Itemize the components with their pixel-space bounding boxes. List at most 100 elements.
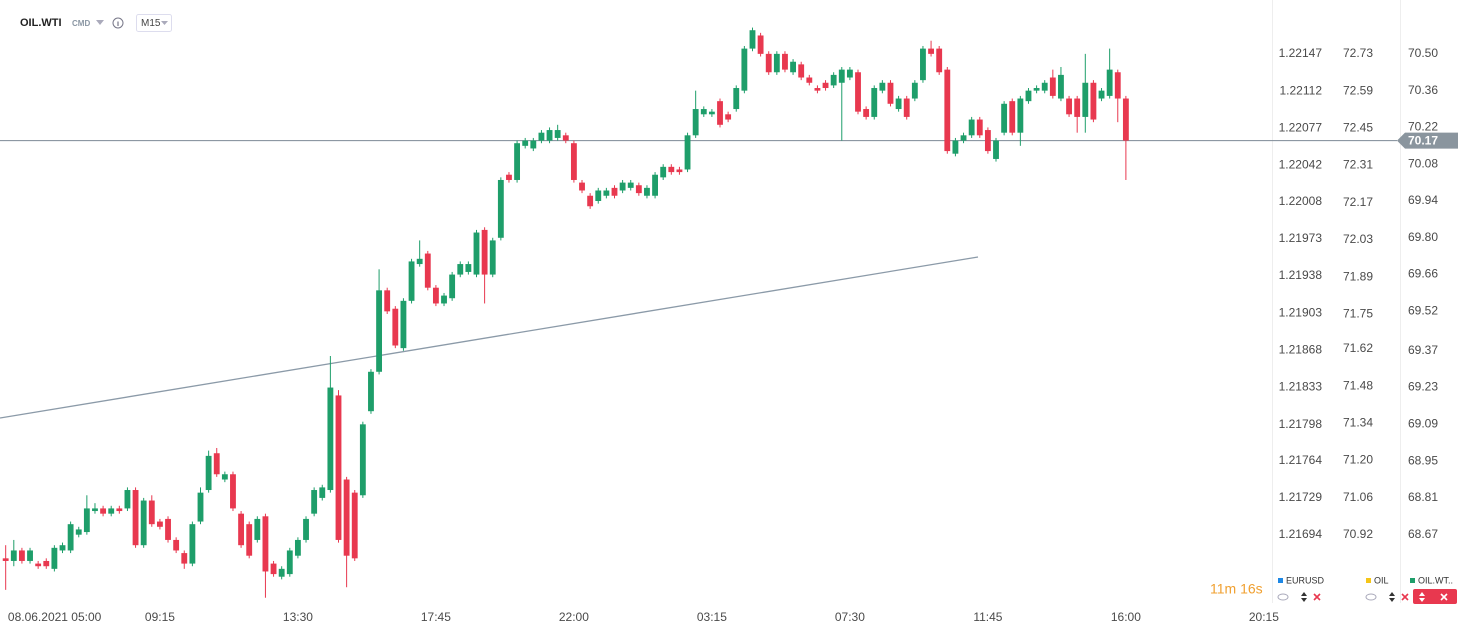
candle-body xyxy=(10,550,17,561)
candle-body xyxy=(100,508,107,514)
candle-body xyxy=(903,98,910,117)
candle-body xyxy=(27,550,33,561)
interval-box[interactable] xyxy=(136,14,172,32)
candle-body xyxy=(140,500,147,546)
candle-body xyxy=(579,182,585,191)
candle-body xyxy=(213,453,220,475)
candle-body xyxy=(1090,82,1097,120)
candle-body xyxy=(765,53,772,73)
candle-body xyxy=(67,524,74,551)
candle-body xyxy=(790,61,796,73)
y-tick-label: 1.21764 xyxy=(1279,453,1323,467)
y-tick-label: 71.20 xyxy=(1343,453,1373,467)
candle-body xyxy=(384,290,391,312)
close-icon[interactable] xyxy=(1313,593,1321,601)
y-tick-label: 69.52 xyxy=(1408,304,1438,318)
candle-body xyxy=(343,479,350,556)
candle-body xyxy=(887,82,894,104)
candle-body xyxy=(1009,101,1016,133)
candle-body xyxy=(570,143,577,180)
y-tick-label: 72.31 xyxy=(1343,158,1373,172)
y-tick-label: 72.45 xyxy=(1343,121,1373,135)
candle-body xyxy=(538,132,545,141)
candle-body xyxy=(1033,88,1040,91)
candle-body xyxy=(335,395,342,540)
y-tick-label: 69.66 xyxy=(1408,267,1438,281)
candle-body xyxy=(400,300,407,349)
eye-icon[interactable] xyxy=(1277,593,1289,601)
y-tick-label: 71.89 xyxy=(1343,269,1373,283)
candle-body xyxy=(871,88,878,117)
last-price-tag xyxy=(1397,132,1458,149)
candle-body xyxy=(327,387,334,491)
y-tick-label: 69.09 xyxy=(1408,417,1438,431)
trend-line[interactable] xyxy=(0,256,979,419)
dropdown-arrow[interactable] xyxy=(96,20,104,25)
x-tick-label: 13:30 xyxy=(283,610,313,624)
candle-body xyxy=(660,166,667,178)
candle-body xyxy=(968,119,975,136)
last-price-label: 70.17 xyxy=(1408,134,1438,148)
move-icon[interactable] xyxy=(1301,592,1307,602)
candle-body xyxy=(652,174,658,196)
candle-body xyxy=(530,140,537,149)
y-tick-label: 1.21938 xyxy=(1279,268,1323,282)
candle-body xyxy=(432,287,439,304)
legend-swatch xyxy=(1410,578,1415,583)
candle-body xyxy=(814,88,821,91)
candle-body xyxy=(514,143,521,180)
y-tick-label: 72.03 xyxy=(1343,232,1373,246)
y-tick-label: 71.62 xyxy=(1343,341,1373,355)
candle-body xyxy=(457,264,464,275)
candle-body xyxy=(855,72,861,112)
legend-label[interactable]: OIL.WT.. xyxy=(1418,575,1453,585)
candle-body xyxy=(319,487,326,498)
x-tick-label: 11:45 xyxy=(973,610,1002,624)
legend-label[interactable]: EURUSD xyxy=(1286,575,1325,585)
y-tick-label: 1.21798 xyxy=(1279,417,1323,431)
info-icon[interactable] xyxy=(112,17,124,29)
candle-body xyxy=(449,274,456,299)
candle-body xyxy=(205,455,212,491)
candle-body xyxy=(1106,69,1113,96)
symbol[interactable]: OIL.WTI xyxy=(20,17,62,29)
y-tick-label: 68.95 xyxy=(1408,453,1438,467)
candle-body xyxy=(749,30,756,49)
candle-body xyxy=(497,179,504,238)
candle-body xyxy=(700,109,707,115)
candle-body xyxy=(984,130,991,152)
candle-body xyxy=(351,492,358,559)
candle-body xyxy=(197,492,204,522)
y-tick-label: 71.06 xyxy=(1343,490,1373,504)
candle-body xyxy=(221,474,228,480)
candle-body xyxy=(741,48,748,91)
candle-body xyxy=(173,539,180,551)
candle-body xyxy=(1122,98,1129,141)
candle-body xyxy=(294,539,301,556)
candle-body xyxy=(782,53,788,70)
candle-body xyxy=(489,240,496,275)
y-tick-label: 68.67 xyxy=(1408,527,1438,541)
candle-body xyxy=(43,560,50,567)
candle-body xyxy=(936,48,943,73)
candle-body xyxy=(230,474,236,509)
candle-body xyxy=(725,114,732,120)
candle-body xyxy=(798,64,805,78)
candle-body xyxy=(708,111,715,115)
x-tick-label: 08.06.2021 05:00 xyxy=(8,610,102,624)
move-icon[interactable] xyxy=(1389,592,1395,602)
candle-body xyxy=(928,48,934,54)
y-tick-label: 69.23 xyxy=(1408,380,1438,394)
legend-label[interactable]: OIL xyxy=(1374,575,1389,585)
candle-body xyxy=(879,82,886,91)
candle-body xyxy=(408,261,415,301)
move-icon[interactable] xyxy=(1419,592,1425,602)
candle-body xyxy=(368,371,374,412)
candle-body xyxy=(627,182,634,188)
close-icon[interactable] xyxy=(1401,593,1409,601)
eye-icon[interactable] xyxy=(1365,593,1377,601)
y-tick-label: 1.22077 xyxy=(1279,121,1323,135)
close-icon[interactable] xyxy=(1440,593,1448,601)
y-tick-label: 71.34 xyxy=(1343,416,1373,430)
candle-body xyxy=(75,529,82,535)
